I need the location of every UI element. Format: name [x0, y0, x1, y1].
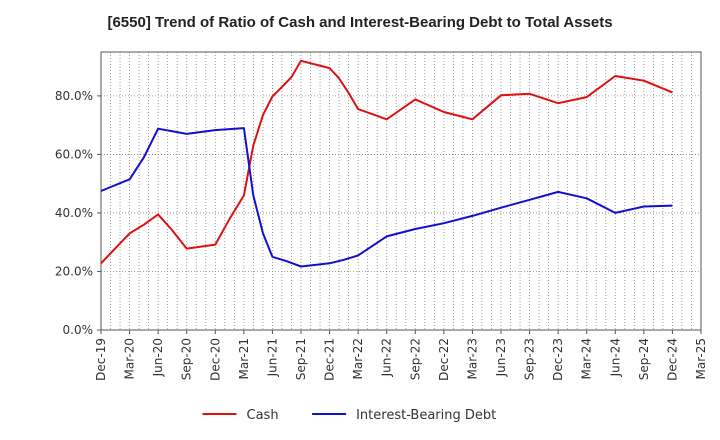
x-tick-label: Sep-24: [637, 338, 651, 380]
x-tick-label: Jun-22: [380, 338, 394, 377]
x-tick-label: Jun-21: [265, 338, 279, 377]
x-tick-label: Dec-21: [323, 338, 337, 381]
x-tick-label: Mar-22: [351, 338, 365, 379]
series-line-cash: [100, 59, 673, 264]
y-tick-label: 40.0%: [55, 206, 93, 220]
x-tick-label: Mar-24: [580, 338, 594, 379]
y-tick-label: 0.0%: [63, 323, 94, 337]
x-tick-label: Dec-20: [208, 338, 222, 381]
x-tick-label: Jun-23: [494, 338, 508, 377]
legend-label-cash: Cash: [247, 408, 279, 423]
plot-frame: [100, 51, 702, 331]
x-tick-label: Mar-23: [465, 338, 479, 379]
x-tick-label: Dec-22: [437, 338, 451, 381]
x-tick-label: Dec-19: [94, 338, 108, 381]
y-tick-label: 20.0%: [55, 264, 93, 278]
y-tick-label: 60.0%: [55, 147, 93, 161]
x-tick-label: Dec-24: [665, 338, 679, 381]
x-tick-label: Mar-25: [694, 338, 708, 379]
x-tick-label: Sep-21: [294, 338, 308, 380]
x-tick-label: Sep-20: [180, 338, 194, 380]
y-tick-label: 80.0%: [55, 89, 93, 103]
series-line-interest-bearing-debt: [100, 127, 673, 268]
legend-label-interest-bearing-debt: Interest-Bearing Debt: [356, 408, 496, 423]
x-tick-label: Sep-23: [523, 338, 537, 380]
x-tick-label: Dec-23: [551, 338, 565, 381]
x-tick-label: Sep-22: [408, 338, 422, 380]
x-tick-label: Jun-20: [151, 338, 165, 377]
x-tick-label: Mar-21: [237, 338, 251, 379]
x-tick-label: Mar-20: [123, 338, 137, 379]
x-tick-label: Jun-24: [608, 338, 622, 377]
chart-title: [6550] Trend of Ratio of Cash and Intere…: [107, 14, 613, 31]
